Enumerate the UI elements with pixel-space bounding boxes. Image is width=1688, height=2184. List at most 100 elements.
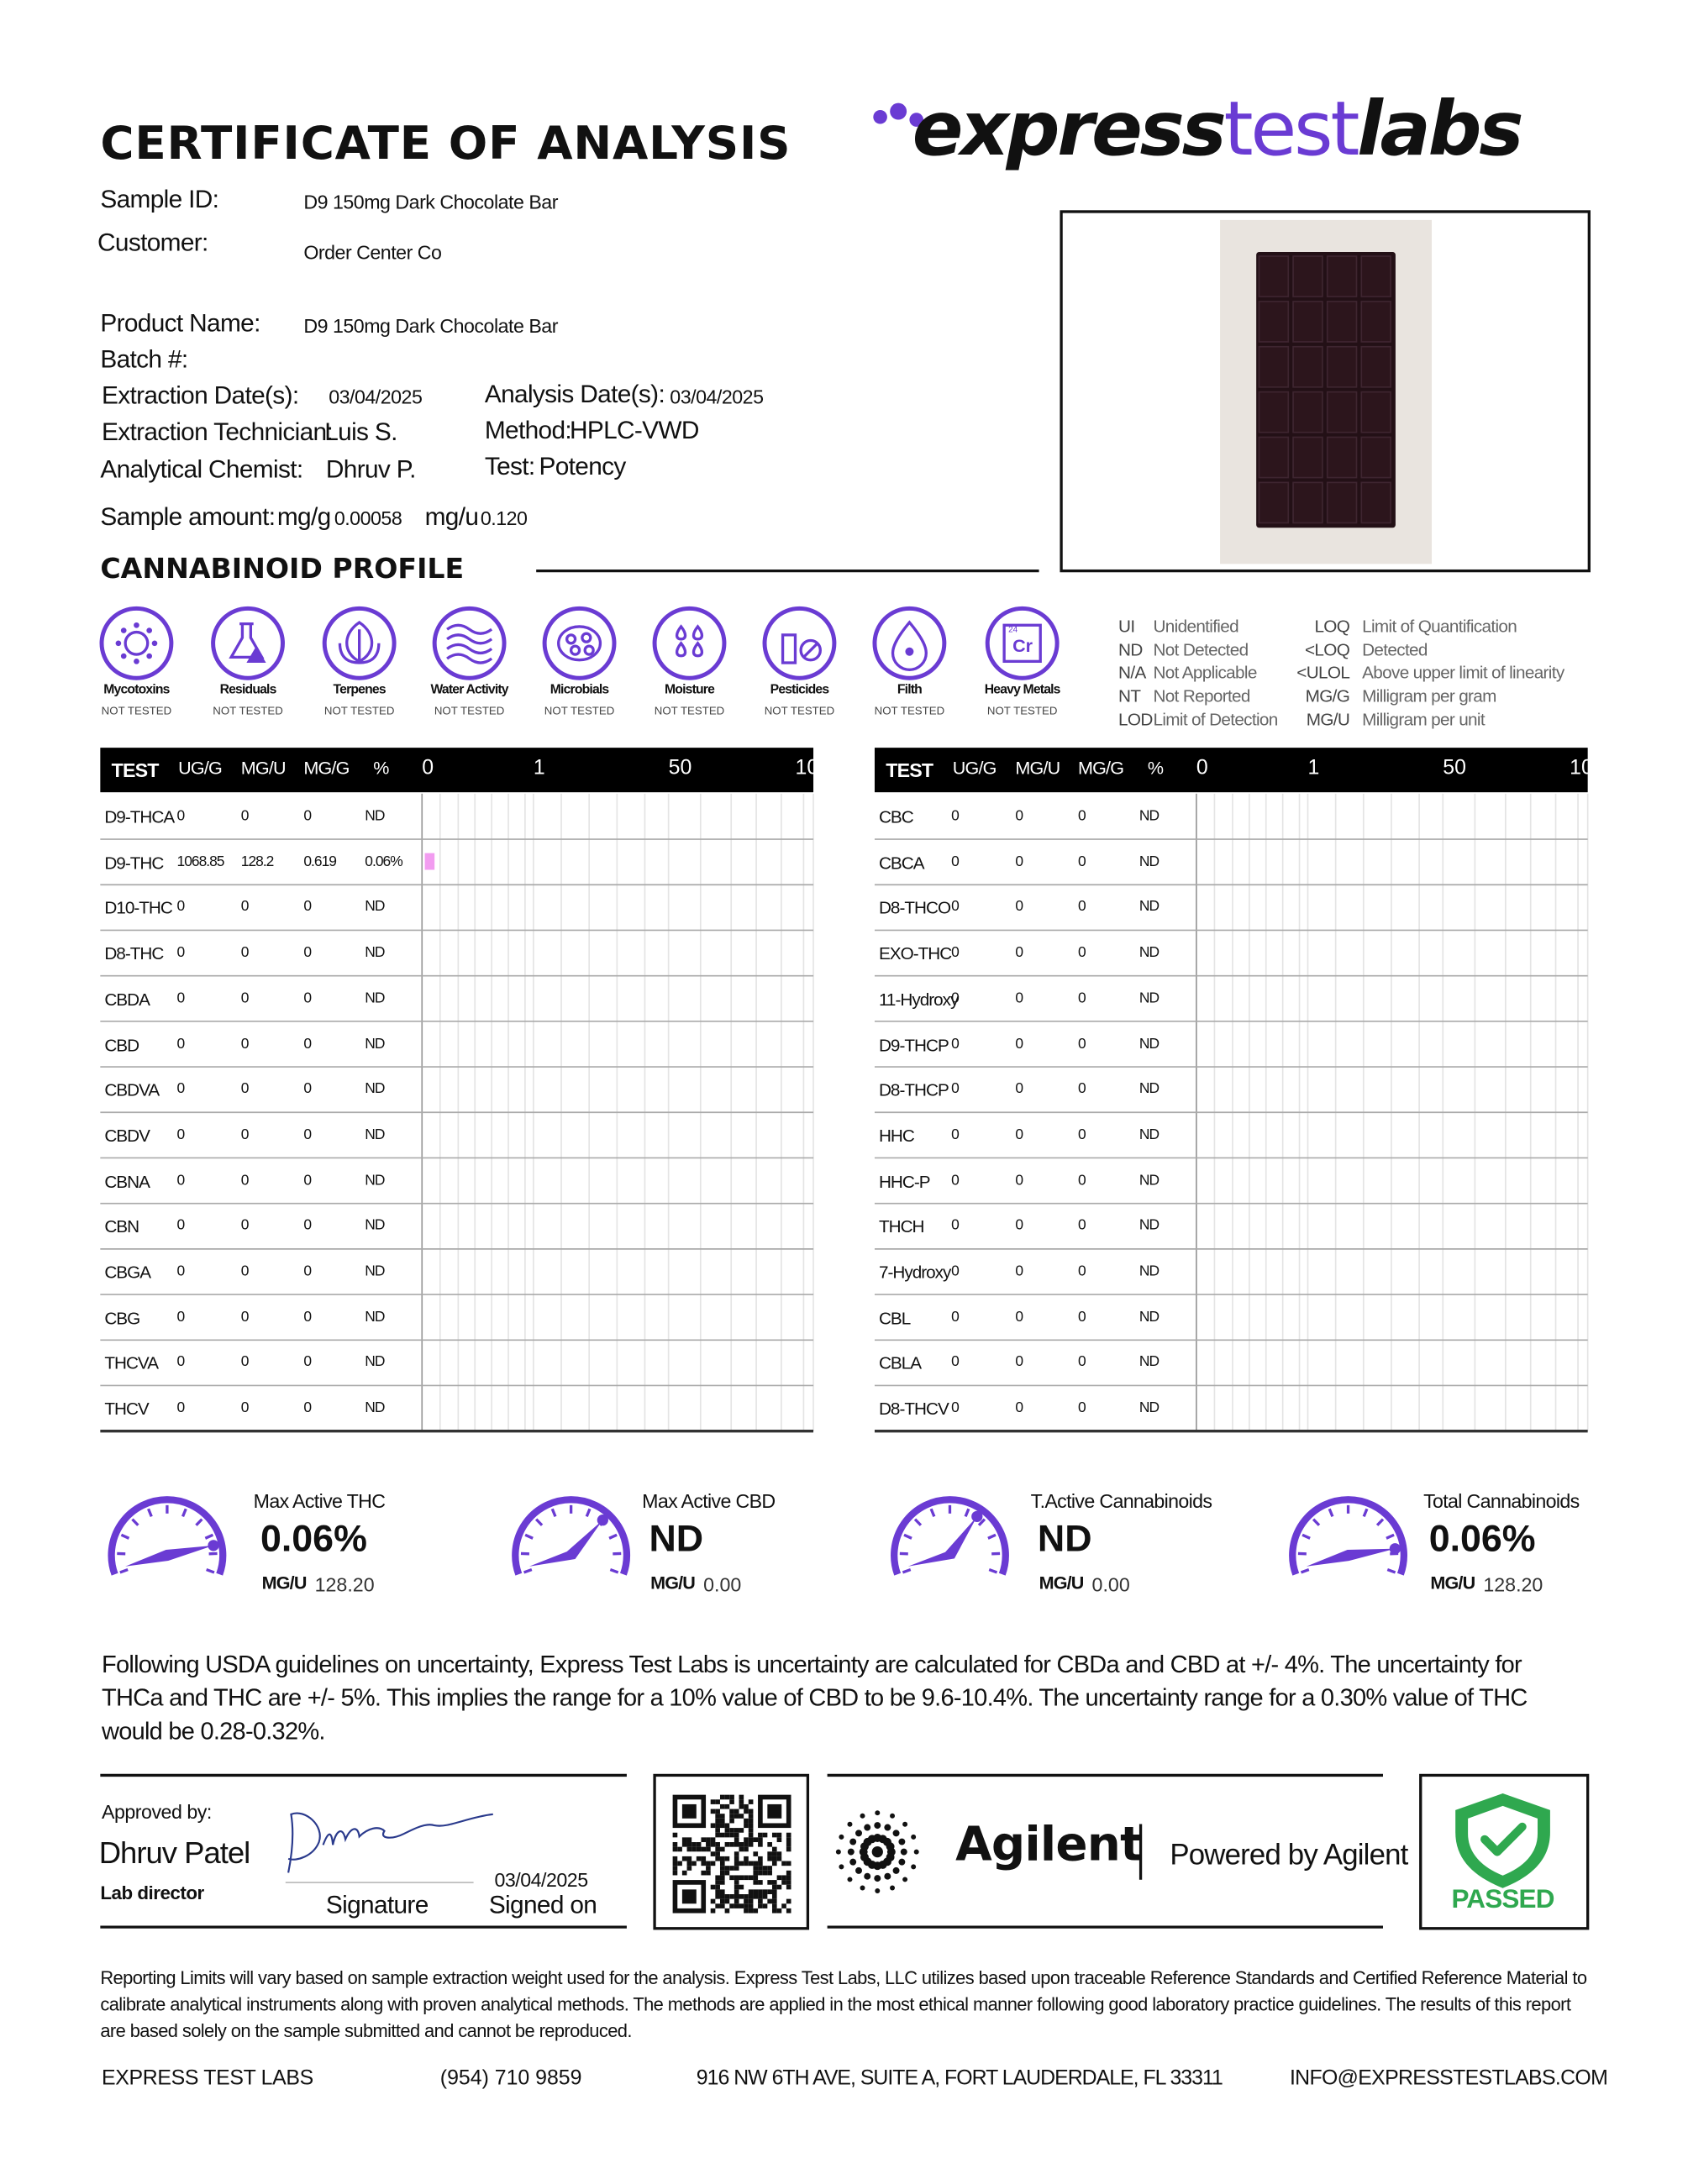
- qr-module: [719, 1893, 725, 1899]
- cell: D9-THC: [104, 853, 164, 873]
- gauge-label: Max Active THC: [253, 1489, 386, 1513]
- column-header: %: [1147, 757, 1164, 779]
- cell: ND: [1138, 1080, 1160, 1098]
- qr-module: [686, 1842, 692, 1847]
- cell: 0: [303, 1126, 312, 1143]
- qr-module: [710, 1837, 716, 1843]
- icon-glyph: [124, 630, 150, 656]
- qr-module: [724, 1908, 730, 1914]
- cell: 0: [1077, 1353, 1086, 1371]
- qr-module: [677, 1846, 682, 1852]
- qr-module: [758, 1870, 763, 1876]
- cell: 0: [176, 1399, 186, 1416]
- cell: 0: [303, 944, 312, 961]
- qr-module: [758, 1893, 763, 1899]
- gauge-tick: [1386, 1533, 1395, 1540]
- qr-module: [729, 1814, 734, 1819]
- cell: 0: [1015, 1035, 1023, 1053]
- cell: 0: [1077, 853, 1086, 870]
- cell: 1068.85: [176, 853, 225, 870]
- cell: 0: [1015, 944, 1023, 961]
- qr-module: [771, 1846, 777, 1852]
- agilent-spark: [855, 1866, 862, 1874]
- qr-module: [719, 1832, 725, 1838]
- gauge-value: ND: [1037, 1517, 1092, 1560]
- qr-module: [758, 1856, 763, 1861]
- icon-glyph: [120, 653, 127, 659]
- status-label: PASSED: [1451, 1885, 1554, 1915]
- legend-desc: Not Reported: [1153, 686, 1250, 706]
- qr-module: [715, 1799, 720, 1804]
- qr-module: [758, 1861, 763, 1866]
- agilent-spark: [884, 1872, 891, 1880]
- cell: 0: [240, 807, 250, 825]
- qr-module: [786, 1875, 791, 1881]
- chocolate-piece: [1292, 391, 1323, 433]
- icon-glyph: [569, 644, 581, 656]
- field-label: Extraction Technician:: [102, 417, 334, 446]
- qr-module: [672, 1861, 678, 1866]
- legend-abbr: UI: [1118, 617, 1135, 637]
- cell: 0: [1015, 990, 1023, 1007]
- table-header-bg: [874, 748, 1588, 793]
- cell: 0: [1077, 1035, 1086, 1053]
- qr-module: [724, 1828, 730, 1833]
- icon-glyph: [151, 640, 158, 647]
- agilent-spark: [875, 1888, 881, 1894]
- icon-glyph: [799, 638, 822, 662]
- agilent-spark: [902, 1821, 908, 1827]
- scale-label: 50: [1443, 756, 1466, 780]
- gauge-unit-value: 128.20: [314, 1573, 375, 1596]
- qr-module: [729, 1794, 734, 1800]
- field-label: Sample ID:: [100, 185, 219, 213]
- cell: 0: [1015, 1126, 1023, 1143]
- qr-module: [710, 1898, 716, 1904]
- qr-finder: [672, 1794, 707, 1829]
- agilent-spark: [913, 1849, 919, 1855]
- qr-module: [724, 1898, 730, 1904]
- gauge-needle-tip: [1389, 1543, 1401, 1555]
- cell: 0: [303, 1399, 312, 1416]
- qr-module: [715, 1889, 720, 1894]
- approver-role: Lab director: [100, 1882, 204, 1903]
- qr-module: [734, 1809, 739, 1814]
- qr-module: [739, 1842, 744, 1847]
- gauge-tick: [181, 1508, 187, 1518]
- qr-module: [696, 1856, 702, 1861]
- cell: 0.06%: [365, 853, 402, 870]
- cell: 0: [951, 990, 960, 1007]
- gauge-needle: [1306, 1548, 1396, 1567]
- legend-desc: Milligram per unit: [1362, 710, 1485, 730]
- qr-module: [710, 1861, 716, 1866]
- qr-module: [771, 1908, 777, 1914]
- qr-module: [739, 1803, 744, 1809]
- gauge-tick: [206, 1567, 215, 1574]
- icon-glyph: [229, 622, 265, 659]
- cell: 0: [176, 1172, 186, 1189]
- cell: EXO-THC: [878, 944, 952, 964]
- qr-module: [724, 1893, 730, 1899]
- cell: 0: [240, 898, 250, 916]
- gauge-needle-tip: [597, 1515, 608, 1526]
- cell: ND: [365, 944, 385, 961]
- legend-desc: Not Applicable: [1153, 663, 1257, 683]
- qr-module: [719, 1866, 725, 1871]
- field-label: Analysis Date(s):: [484, 380, 665, 408]
- qr-module: [719, 1803, 725, 1809]
- qr-module: [739, 1794, 744, 1800]
- cell: 0: [303, 1035, 312, 1053]
- qr-module: [753, 1866, 759, 1871]
- qr-module: [729, 1893, 734, 1899]
- icon-glyph: [905, 647, 914, 656]
- qr-module: [686, 1866, 692, 1871]
- qr-module: [681, 1870, 687, 1876]
- cell: ND: [1138, 1172, 1160, 1189]
- gauge-tick: [903, 1533, 912, 1540]
- field-value: 0.00058: [334, 507, 402, 529]
- field-value: Potency: [539, 452, 626, 480]
- logo-part: express: [912, 85, 1227, 173]
- field-label: Method:: [484, 416, 572, 444]
- gauge-tick: [131, 1518, 139, 1526]
- cell: 0: [951, 1080, 960, 1098]
- contact-item: INFO@EXPRESSTESTLABS.COM: [1289, 2066, 1608, 2091]
